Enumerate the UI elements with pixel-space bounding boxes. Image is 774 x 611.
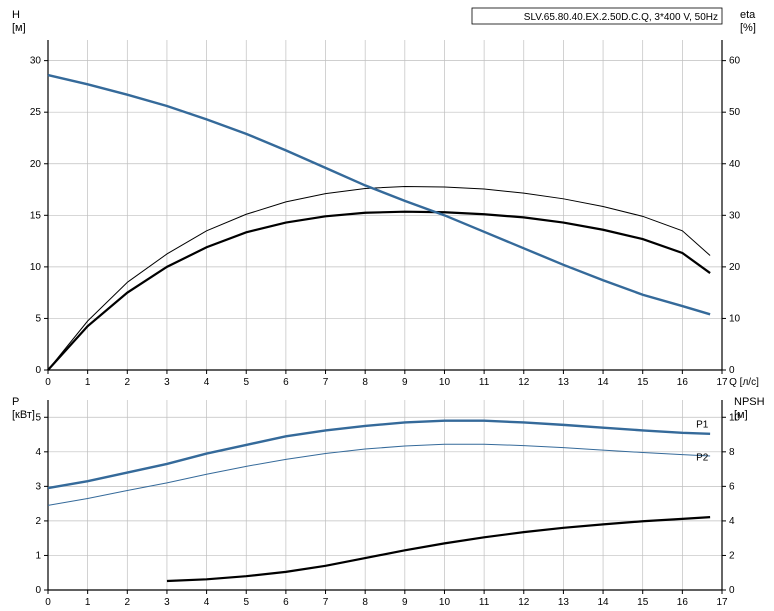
y-left-label: P <box>12 396 19 408</box>
top-chart: 01234567891011121314151617Q [л/с]0510152… <box>12 9 759 388</box>
x-tick-label: 12 <box>518 597 530 608</box>
y-left-tick-label: 25 <box>30 107 42 118</box>
x-tick-label: 4 <box>204 377 210 388</box>
x-tick-label: 4 <box>204 597 210 608</box>
x-tick-label: 2 <box>125 377 131 388</box>
y-right-tick-label: 6 <box>729 481 735 492</box>
x-tick-label: 10 <box>439 597 451 608</box>
p2-label: P2 <box>696 452 709 463</box>
x-tick-label: 17 <box>716 377 728 388</box>
y-right-tick-label: 20 <box>729 262 741 273</box>
x-tick-label: 1 <box>85 377 91 388</box>
x-tick-label: 9 <box>402 597 408 608</box>
x-tick-label: 2 <box>125 597 131 608</box>
p2-curve <box>48 444 710 505</box>
y-right-tick-label: 50 <box>729 107 741 118</box>
y-left-label: H <box>12 9 20 21</box>
y-right-tick-label: 0 <box>729 585 735 596</box>
p1-curve <box>48 421 710 488</box>
y-right-label-unit: [м] <box>734 409 748 421</box>
y-right-tick-label: 2 <box>729 550 735 561</box>
y-left-tick-label: 1 <box>35 550 41 561</box>
y-right-tick-label: 10 <box>729 313 741 324</box>
y-left-tick-label: 5 <box>35 412 41 423</box>
y-left-label-unit: [м] <box>12 22 26 34</box>
x-tick-label: 13 <box>558 377 570 388</box>
x-tick-label: 7 <box>323 377 329 388</box>
x-tick-label: 8 <box>362 377 368 388</box>
y-left-tick-label: 3 <box>35 481 41 492</box>
y-right-label-unit: [%] <box>740 22 756 34</box>
x-tick-label: 0 <box>45 377 51 388</box>
x-tick-label: 14 <box>597 377 609 388</box>
y-left-tick-label: 10 <box>30 262 42 273</box>
x-tick-label: 10 <box>439 377 451 388</box>
y-left-tick-label: 5 <box>35 313 41 324</box>
x-tick-label: 3 <box>164 597 170 608</box>
y-left-tick-label: 2 <box>35 516 41 527</box>
y-left-tick-label: 30 <box>30 56 42 67</box>
x-tick-label: 16 <box>677 597 689 608</box>
y-left-tick-label: 0 <box>35 365 41 376</box>
y-left-tick-label: 15 <box>30 210 42 221</box>
x-tick-label: 11 <box>479 377 490 388</box>
x-tick-label: 6 <box>283 377 289 388</box>
chart-container: 01234567891011121314151617Q [л/с]0510152… <box>0 0 774 611</box>
p1-label: P1 <box>696 420 709 431</box>
x-tick-label: 14 <box>597 597 609 608</box>
y-left-label-unit: [кВт] <box>12 409 35 421</box>
x-tick-label: 11 <box>479 597 490 608</box>
x-tick-label: 17 <box>716 597 728 608</box>
x-axis-label: Q [л/с] <box>729 377 759 388</box>
x-tick-label: 5 <box>243 597 249 608</box>
eta-thin-curve <box>48 186 710 370</box>
y-right-label: NPSH <box>734 396 765 408</box>
x-tick-label: 12 <box>518 377 530 388</box>
y-right-tick-label: 0 <box>729 365 735 376</box>
x-tick-label: 0 <box>45 597 51 608</box>
x-tick-label: 3 <box>164 377 170 388</box>
y-right-tick-label: 30 <box>729 210 741 221</box>
y-right-label: eta <box>740 9 756 21</box>
y-left-tick-label: 0 <box>35 585 41 596</box>
y-right-tick-label: 8 <box>729 447 735 458</box>
bottom-chart: 01234567891011121314151617012345P[кВт]02… <box>12 396 765 608</box>
x-tick-label: 7 <box>323 597 329 608</box>
x-tick-label: 16 <box>677 377 689 388</box>
y-right-tick-label: 4 <box>729 516 735 527</box>
x-tick-label: 9 <box>402 377 408 388</box>
npsh-curve <box>167 517 710 581</box>
pump-curve-chart: 01234567891011121314151617Q [л/с]0510152… <box>0 0 774 611</box>
x-tick-label: 15 <box>637 597 649 608</box>
x-tick-label: 5 <box>243 377 249 388</box>
x-tick-label: 13 <box>558 597 570 608</box>
y-right-tick-label: 40 <box>729 159 741 170</box>
y-left-tick-label: 20 <box>30 159 42 170</box>
chart-title: SLV.65.80.40.EX.2.50D.C.Q, 3*400 V, 50Hz <box>524 12 718 23</box>
y-left-tick-label: 4 <box>35 447 41 458</box>
y-right-tick-label: 60 <box>729 56 741 67</box>
x-tick-label: 15 <box>637 377 649 388</box>
x-tick-label: 1 <box>85 597 91 608</box>
x-tick-label: 6 <box>283 597 289 608</box>
eta-thick-curve <box>48 212 710 370</box>
x-tick-label: 8 <box>362 597 368 608</box>
